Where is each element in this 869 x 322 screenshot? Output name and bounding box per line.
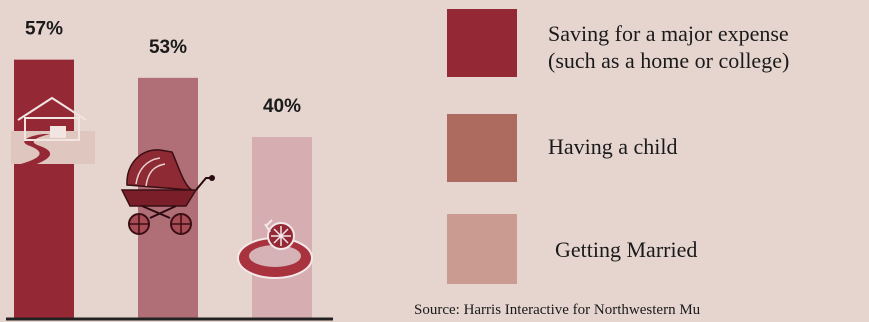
value-labels-group: 57% 53% 40%	[25, 19, 301, 117]
legend-label-child-line1: Having a child	[548, 134, 678, 159]
legend-label-child: Having a child	[548, 133, 678, 160]
source-note: Source: Harris Interactive for Northwest…	[414, 302, 701, 318]
house-icon	[11, 96, 95, 168]
baby-stroller-icon	[120, 149, 215, 235]
legend-swatch-married	[447, 214, 517, 284]
legend-swatch-child	[447, 114, 517, 182]
legend-swatch-saving	[447, 9, 517, 77]
legend-label-married-line1: Getting Married	[555, 237, 698, 262]
ring-icon	[237, 219, 313, 279]
value-label-married: 40%	[263, 96, 301, 117]
legend-label-married: Getting Married	[555, 236, 697, 263]
legend-label-saving-line2: (such as a home or college)	[548, 48, 790, 73]
value-label-saving: 57%	[25, 19, 63, 40]
value-label-child: 53%	[149, 37, 187, 58]
legend-label-saving: Saving for a major expense (such as a ho…	[548, 20, 789, 74]
legend-label-saving-line1: Saving for a major expense	[548, 21, 789, 46]
